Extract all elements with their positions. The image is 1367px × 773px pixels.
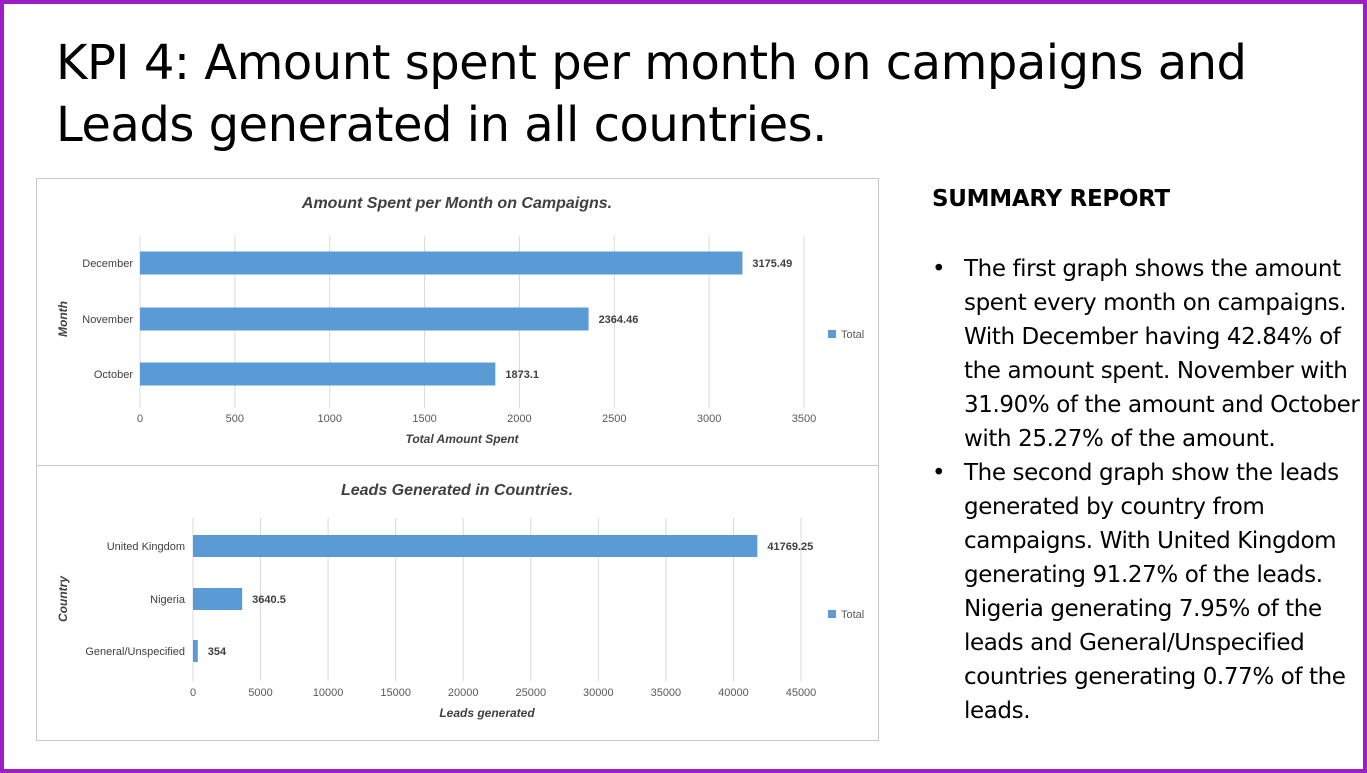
legend-label: Total: [841, 609, 864, 621]
x-tick-label: 500: [226, 413, 244, 425]
legend-swatch: [828, 610, 836, 618]
x-tick-label: 15000: [380, 687, 411, 699]
x-tick-label: 25000: [515, 687, 546, 699]
x-axis-label: Total Amount Spent: [405, 432, 519, 446]
summary-report: SUMMARY REPORT • The first graph shows t…: [932, 186, 1362, 728]
x-tick-label: 5000: [248, 687, 272, 699]
x-tick-label: 3500: [792, 413, 816, 425]
leads-generated-chart-svg: Leads Generated in Countries. 0 5000 10000 1…: [56, 482, 864, 720]
slide-title: KPI 4: Amount spent per month on campaig…: [56, 32, 1346, 156]
slide-title-line-2: Leads generated in all countries.: [56, 97, 827, 153]
bullet-icon: •: [932, 460, 946, 486]
bar: [193, 535, 758, 557]
y-axis-label: Country: [56, 575, 70, 622]
legend-swatch: [828, 330, 836, 338]
category-label: October: [94, 369, 133, 381]
bar: [140, 251, 743, 275]
data-label: 3640.5: [252, 594, 286, 606]
data-label: 2364.46: [599, 314, 639, 326]
leads-generated-chart: Leads Generated in Countries. 0 5000 10000 1…: [37, 466, 878, 740]
bar: [193, 588, 243, 610]
bullet-icon: •: [932, 256, 946, 282]
category-label: Nigeria: [150, 594, 186, 606]
x-tick-label: 2500: [602, 413, 626, 425]
amount-spent-chart: Amount Spent per Month on Campaigns. 0 500…: [37, 179, 878, 466]
category-label: December: [82, 258, 133, 270]
slide-title-line-1: KPI 4: Amount spent per month on campaig…: [56, 35, 1247, 91]
legend-label: Total: [841, 329, 864, 341]
x-tick-label: 1000: [317, 413, 341, 425]
category-label: November: [82, 314, 133, 326]
x-tick-label: 1500: [412, 413, 436, 425]
category-label: United Kingdom: [107, 541, 185, 553]
bar: [193, 640, 198, 662]
summary-heading: SUMMARY REPORT: [932, 186, 1170, 212]
chart-title: Leads Generated in Countries.: [341, 482, 573, 499]
summary-list: • The first graph shows the amount spent…: [932, 252, 1362, 728]
x-tick-label: 2000: [507, 413, 531, 425]
x-tick-label: 3000: [697, 413, 721, 425]
x-tick-label: 0: [137, 413, 143, 425]
x-tick-label: 40000: [718, 687, 749, 699]
bar: [140, 362, 496, 386]
x-tick-label: 0: [190, 687, 196, 699]
category-label: General/Unspecified: [85, 646, 185, 658]
data-label: 1873.1: [505, 369, 539, 381]
summary-point-text: The first graph shows the amount spent e…: [964, 256, 1360, 452]
bar: [140, 307, 589, 331]
y-axis-label: Month: [56, 301, 70, 337]
charts-frame: Amount Spent per Month on Campaigns. 0 500…: [36, 178, 879, 741]
summary-point-1: • The first graph shows the amount spent…: [932, 252, 1362, 456]
amount-spent-chart-svg: Amount Spent per Month on Campaigns. 0 500…: [56, 195, 864, 446]
x-tick-label: 30000: [583, 687, 614, 699]
chart-title: Amount Spent per Month on Campaigns.: [301, 195, 612, 212]
x-tick-label: 35000: [651, 687, 682, 699]
summary-point-text: The second graph show the leads generate…: [964, 460, 1346, 724]
x-tick-label: 45000: [786, 687, 817, 699]
data-label: 354: [208, 646, 227, 658]
x-tick-label: 10000: [313, 687, 344, 699]
x-tick-label: 20000: [448, 687, 479, 699]
summary-point-2: • The second graph show the leads genera…: [932, 456, 1362, 728]
data-label: 41769.25: [767, 541, 813, 553]
x-axis-label: Leads generated: [439, 706, 535, 720]
data-label: 3175.49: [752, 258, 792, 270]
